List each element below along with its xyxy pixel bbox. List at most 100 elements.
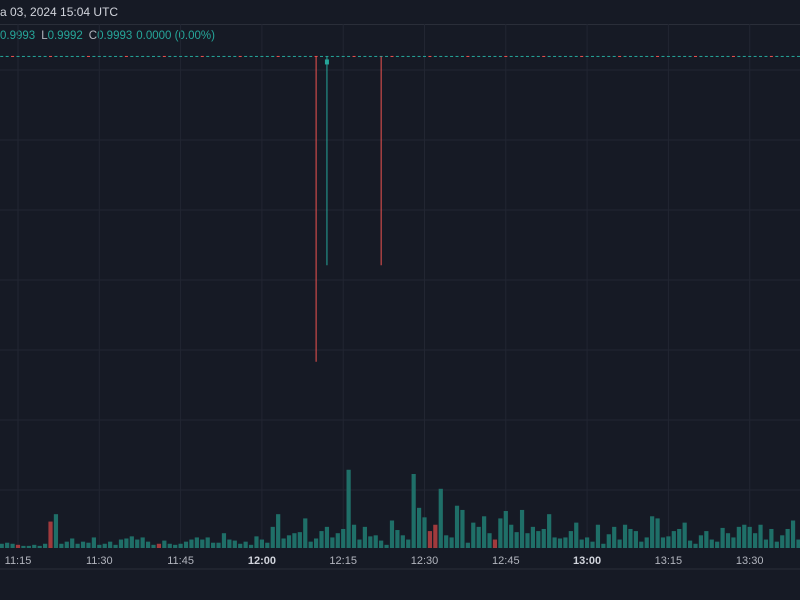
chart-header: a 03, 2024 15:04 UTC: [0, 0, 800, 25]
volume-bar: [460, 509, 465, 548]
header-title: a 03, 2024 15:04 UTC: [0, 5, 119, 19]
volume-bar: [0, 543, 4, 548]
ohlc-change: 0.0000 (0.00%): [136, 30, 215, 42]
volume-bar: [796, 539, 800, 548]
volume-bar: [715, 541, 720, 548]
volume-bar: [265, 542, 270, 548]
volume-bar: [579, 539, 584, 548]
volume-bar: [693, 543, 698, 548]
volume-bar: [48, 521, 53, 548]
volume-bar: [151, 544, 156, 548]
volume-bar: [102, 543, 107, 548]
x-tick-label: 13:15: [655, 555, 683, 567]
volume-bar: [406, 539, 411, 548]
volume-bar: [319, 531, 324, 548]
volume-bar: [118, 539, 124, 548]
time-axis: 11:15 11:30 11:45 12:00 12:15 12:30 12:45 13:00…: [5, 555, 764, 567]
volume-bar: [541, 528, 546, 548]
volume-bar: [514, 532, 519, 548]
volume-bar: [314, 538, 319, 548]
volume-bar: [471, 522, 476, 548]
ohlc-low-label: L: [41, 30, 48, 42]
x-tick-label: 11:45: [167, 555, 194, 567]
volume-bar: [26, 545, 31, 548]
volume-bar: [682, 522, 687, 548]
volume-bar: [238, 543, 243, 548]
volume-bar: [248, 544, 254, 548]
volume-bar: [585, 537, 590, 548]
volume-bar: [563, 537, 568, 548]
volume-bar: [232, 540, 237, 548]
volume-bar: [422, 517, 427, 548]
volume-bar: [308, 541, 313, 548]
volume-bar: [400, 535, 405, 548]
volume-bar: [698, 535, 704, 548]
volume-bar: [124, 538, 129, 548]
volume-bar: [742, 524, 747, 548]
chart-grid: [0, 24, 800, 570]
volume-bar: [644, 537, 649, 548]
volume-bar: [720, 527, 725, 548]
volume-bar: [200, 539, 205, 548]
volume-bar: [628, 528, 633, 548]
x-tick-label: 12:30: [411, 555, 439, 567]
volume-bar: [731, 537, 736, 548]
price-candle-body: [324, 59, 329, 65]
volume-bar: [612, 526, 617, 548]
volume-bar: [774, 541, 779, 548]
volume-bar: [677, 528, 682, 548]
volume-bar: [351, 524, 357, 548]
volume-bar: [173, 544, 178, 548]
volume-bar: [286, 535, 292, 548]
volume-bar: [303, 518, 308, 548]
volume-bar: [135, 539, 140, 548]
volume-bar: [379, 540, 384, 548]
volume-bar: [552, 537, 557, 548]
volume-bar: [75, 543, 80, 548]
volume-bar: [156, 543, 162, 548]
volume-bar: [368, 536, 373, 548]
x-tick-label: 12:00: [248, 555, 276, 567]
volume-bar: [129, 536, 134, 548]
volume-bar: [655, 518, 660, 548]
volume-bar: [80, 541, 86, 548]
volume-bar: [557, 538, 563, 548]
volume-bar: [21, 545, 26, 548]
volume-bar: [633, 531, 638, 548]
volume-bar: [709, 539, 714, 548]
volume-bar: [790, 520, 796, 548]
volume-bar: [525, 533, 530, 548]
volume-bar: [32, 544, 37, 548]
volume-bar: [259, 539, 264, 548]
volume-bar: [205, 537, 210, 548]
volume-bar: [43, 543, 48, 548]
volume-bar: [622, 524, 628, 548]
volume-bar: [487, 533, 492, 548]
volume-bar: [362, 526, 367, 548]
volume-bar: [595, 524, 601, 548]
volume-bar: [297, 532, 302, 548]
volume-bar: [476, 526, 481, 548]
volume-bar: [449, 537, 454, 548]
volume-bar: [384, 544, 389, 548]
volume-bar: [785, 528, 790, 548]
volume-bar: [660, 537, 666, 548]
volume-bar: [113, 544, 118, 548]
volume-bar: [53, 514, 59, 548]
volume-bar: [37, 545, 42, 548]
volume-bar: [482, 516, 487, 548]
volume-bar: [341, 528, 346, 548]
volume-bar: [70, 538, 75, 548]
volume-bar: [465, 542, 470, 548]
volume-bar: [498, 518, 503, 548]
volume-bar: [411, 474, 416, 548]
volume-bar: [444, 535, 449, 548]
ohlc-low-value: 0.9992: [47, 30, 83, 42]
volume-bar: [763, 539, 769, 548]
volume-bar: [639, 541, 644, 548]
volume-bar: [650, 516, 655, 548]
volume-bar: [547, 514, 552, 548]
ohlc-close-value: 0.9993: [97, 30, 133, 42]
volume-bar: [5, 542, 10, 548]
